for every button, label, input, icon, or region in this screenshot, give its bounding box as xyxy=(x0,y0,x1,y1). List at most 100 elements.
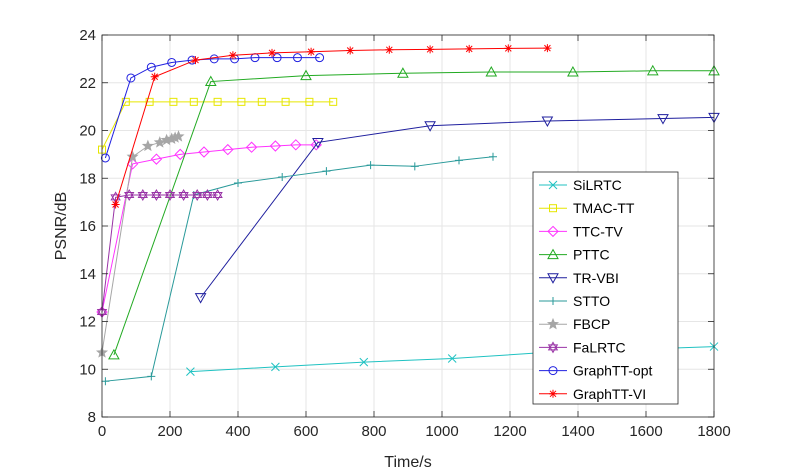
series-line-falrtc xyxy=(101,194,218,313)
x-tick-label: 400 xyxy=(225,423,250,440)
data-point-fbcp xyxy=(172,130,185,142)
data-point-ttc-tv xyxy=(269,140,282,152)
legend-label-tmac-tt: TMAC-TT xyxy=(573,200,635,216)
data-point-silrtc xyxy=(359,357,369,367)
data-point-tmac-tt xyxy=(329,97,338,106)
data-point-stto xyxy=(455,156,463,165)
data-point-pttc xyxy=(108,348,120,360)
series-line-tr-vbi xyxy=(200,116,715,298)
data-point-graphtt-vi xyxy=(111,200,120,209)
series-ttc-tv xyxy=(96,139,322,318)
legend-marker-fbcp xyxy=(546,317,560,330)
legend-marker-pttc xyxy=(547,248,559,260)
data-point-tr-vbi xyxy=(541,116,554,127)
data-point-graphtt-opt xyxy=(315,53,325,63)
data-point-tmac-tt xyxy=(305,97,314,106)
data-point-silrtc xyxy=(186,367,195,376)
data-point-falrtc xyxy=(192,188,203,201)
y-tick-label: 12 xyxy=(79,314,96,331)
legend: SiLRTC TMAC-TT TTC-TV PTTC TR-VBI STTO FBCP FaL… xyxy=(532,171,679,405)
data-point-fbcp xyxy=(153,136,166,148)
data-point-ttc-tv xyxy=(150,153,163,165)
y-tick-label: 24 xyxy=(79,27,96,44)
data-point-tr-vbi xyxy=(657,114,669,125)
data-point-ttc-tv xyxy=(198,146,210,158)
data-point-tmac-tt xyxy=(189,97,198,106)
data-point-falrtc xyxy=(137,188,148,201)
data-point-tr-vbi xyxy=(424,121,436,132)
axis-ticks: 0 200 400 600 800 1000 1200 1400 1600 1800 8 10 12 14… xyxy=(79,27,730,440)
data-point-pttc xyxy=(204,75,217,87)
data-point-graphtt-vi xyxy=(268,48,276,57)
data-point-stto xyxy=(322,167,331,176)
x-tick-label: 600 xyxy=(293,423,318,440)
data-point-graphtt-vi xyxy=(504,44,513,53)
legend-marker-tr-vbi xyxy=(547,273,559,284)
x-tick-label: 200 xyxy=(157,423,182,440)
legend-label-tr-vbi: TR-VBI xyxy=(573,270,619,286)
data-point-stto xyxy=(278,173,287,182)
data-point-ttc-tv xyxy=(126,158,139,170)
legend-label-pttc: PTTC xyxy=(573,247,610,263)
data-point-tr-vbi xyxy=(312,137,324,149)
data-point-graphtt-vi xyxy=(228,51,237,60)
data-point-fbcp xyxy=(126,150,139,162)
data-point-ttc-tv xyxy=(290,139,302,151)
data-point-tmac-tt xyxy=(257,97,266,106)
data-point-graphtt-opt xyxy=(167,57,177,67)
legend-marker-ttc-tv xyxy=(547,225,559,238)
legend-marker-silrtc xyxy=(548,180,558,190)
y-tick-label: 8 xyxy=(88,409,96,426)
legend-label-graphtt-vi: GraphTT-VI xyxy=(573,386,646,402)
series-tmac-tt xyxy=(98,97,338,154)
data-point-tmac-tt xyxy=(281,97,290,106)
x-tick-label: 1800 xyxy=(697,423,730,440)
data-point-graphtt-opt xyxy=(272,53,282,63)
data-point-ttc-tv xyxy=(222,143,234,156)
legend-marker-graphtt-opt xyxy=(548,366,558,376)
data-point-falrtc xyxy=(164,188,176,201)
data-point-tmac-tt xyxy=(213,97,222,106)
x-tick-label: 800 xyxy=(361,423,386,440)
data-point-graphtt-vi xyxy=(465,44,474,53)
legend-marker-graphtt-vi xyxy=(549,389,557,398)
series-layer xyxy=(95,44,720,386)
series-graphtt-vi xyxy=(111,44,552,209)
data-point-stto xyxy=(410,162,419,171)
data-point-falrtc xyxy=(178,188,189,201)
x-axis-label: Time/s xyxy=(384,454,431,471)
data-point-falrtc xyxy=(124,188,135,201)
data-point-graphtt-vi xyxy=(385,45,394,54)
data-point-tr-vbi xyxy=(194,293,207,304)
legend-label-graphtt-opt: GraphTT-opt xyxy=(573,363,652,379)
data-point-tmac-tt xyxy=(237,97,246,106)
series-line-graphtt-vi xyxy=(115,47,548,205)
data-point-ttc-tv xyxy=(310,139,322,151)
data-point-pttc xyxy=(397,67,409,78)
series-line-graphtt-opt xyxy=(104,57,320,159)
data-point-falrtc xyxy=(202,188,213,201)
data-point-pttc xyxy=(646,64,659,76)
data-point-silrtc xyxy=(271,362,280,372)
series-line-tmac-tt xyxy=(101,101,334,150)
data-point-ttc-tv xyxy=(245,141,258,153)
series-graphtt-opt xyxy=(100,53,325,163)
data-point-stto xyxy=(234,179,242,188)
y-tick-label: 16 xyxy=(79,218,96,235)
data-point-graphtt-vi xyxy=(150,72,159,81)
data-point-tmac-tt xyxy=(169,97,178,106)
y-tick-label: 18 xyxy=(79,170,96,187)
data-point-pttc xyxy=(485,65,498,77)
x-tick-label: 0 xyxy=(98,423,106,440)
data-point-graphtt-opt xyxy=(146,62,156,72)
legend-label-stto: STTO xyxy=(573,293,610,309)
data-point-graphtt-vi xyxy=(191,56,200,65)
data-point-ttc-tv xyxy=(174,148,186,161)
data-point-graphtt-vi xyxy=(307,47,316,56)
data-point-graphtt-opt xyxy=(209,54,219,64)
series-tr-vbi xyxy=(194,112,720,304)
data-point-falrtc xyxy=(212,188,223,201)
y-tick-label: 10 xyxy=(79,361,96,378)
x-tick-label: 1600 xyxy=(629,423,662,440)
data-point-graphtt-vi xyxy=(426,45,435,54)
